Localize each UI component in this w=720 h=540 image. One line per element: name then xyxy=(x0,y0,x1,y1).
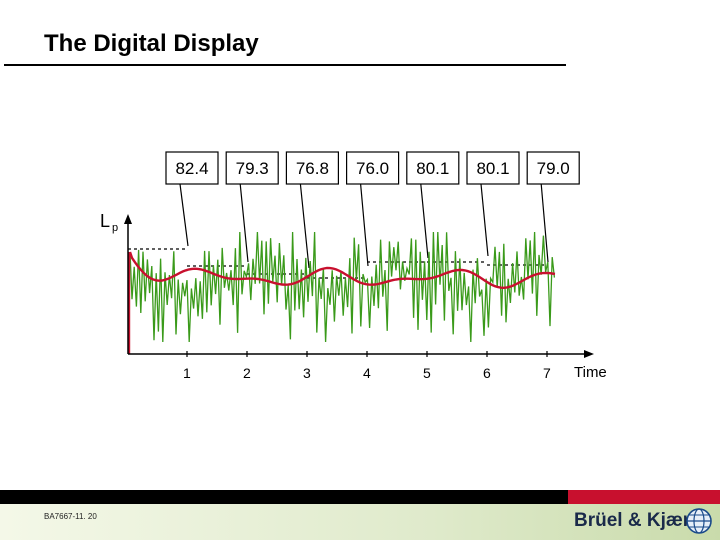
reading-leader-line xyxy=(480,183,489,257)
display-reading-box xyxy=(285,151,339,185)
x-axis-tick-label: 7 xyxy=(543,365,551,381)
display-reading-value: 76.8 xyxy=(296,159,329,178)
y-axis-arrow-icon xyxy=(124,214,132,224)
brand-name: Brüel & Kjær xyxy=(574,510,691,531)
reading-leader-line xyxy=(179,183,189,247)
x-axis-tick-label: 6 xyxy=(483,365,491,381)
x-axis-tick-label: 5 xyxy=(423,365,431,381)
x-axis-tick-label: 1 xyxy=(183,365,191,381)
globe-logo-icon xyxy=(686,508,712,534)
x-axis-label: Time xyxy=(574,364,607,381)
reading-leader-line xyxy=(540,183,549,263)
display-reading-box xyxy=(346,151,400,185)
hold-level-lines xyxy=(128,248,547,279)
reading-leader-line xyxy=(360,183,369,267)
axes xyxy=(124,214,594,358)
document-id: BA7667-11. 20 xyxy=(44,512,97,521)
display-reading-box xyxy=(406,151,460,185)
footer-bar: BA7667-11. 20 Brüel & Kjær xyxy=(0,490,720,540)
footer-stripe-red xyxy=(568,490,720,504)
y-axis-label-subscript: p xyxy=(112,222,118,234)
display-reading-box xyxy=(526,151,580,185)
display-reading-value: 80.1 xyxy=(416,159,449,178)
x-axis-tick-label: 3 xyxy=(303,365,311,381)
display-reading-box xyxy=(165,151,219,185)
display-reading-value: 76.0 xyxy=(356,159,389,178)
reading-leader-line xyxy=(299,183,310,269)
x-axis-tick-label: 2 xyxy=(243,365,251,381)
reading-leader-line xyxy=(239,183,249,263)
display-reading-value: 79.3 xyxy=(236,159,269,178)
reading-leader-line xyxy=(420,183,429,259)
display-reading-value: 80.1 xyxy=(476,159,509,178)
page-title: The Digital Display xyxy=(44,30,259,57)
x-axis-arrow-icon xyxy=(584,350,594,358)
display-readings: 82.4 79.3 76.8 76.0 80.1 80.1 79.0 xyxy=(165,151,580,185)
display-reading-box xyxy=(466,151,520,185)
average-level-curve xyxy=(128,251,556,290)
reading-leader-lines xyxy=(179,183,549,269)
x-axis-tick-label: 4 xyxy=(363,365,371,381)
footer-stripe-dark xyxy=(0,490,568,504)
x-axis-ticks: 1 2 3 4 5 6 7 xyxy=(183,351,551,381)
footer-background xyxy=(0,504,720,540)
display-reading-box xyxy=(225,151,279,185)
display-reading-value: 79.0 xyxy=(537,159,570,178)
y-axis-label: L xyxy=(100,211,110,231)
level-time-diagram: 82.4 79.3 76.8 76.0 80.1 80.1 79.0 L p Time 1 2… xyxy=(100,151,607,381)
title-underline xyxy=(4,64,566,66)
fluctuating-level-curve xyxy=(129,231,556,343)
display-reading-value: 82.4 xyxy=(175,159,208,178)
signal-curves xyxy=(127,231,556,354)
